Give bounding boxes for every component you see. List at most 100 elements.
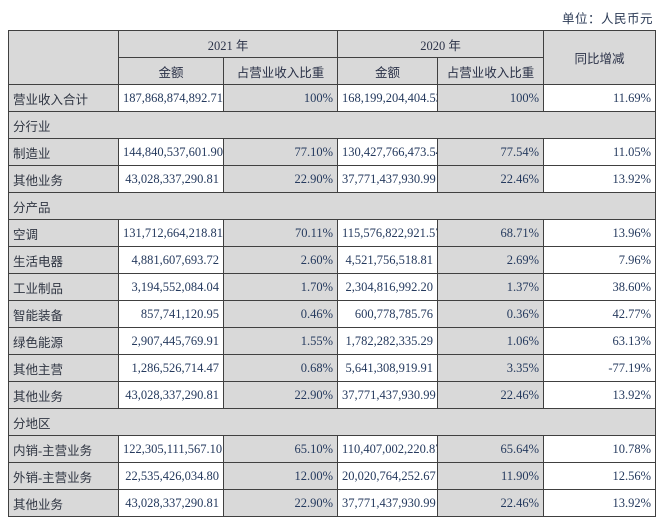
- ratio-2020: 2.69%: [437, 246, 545, 274]
- amount-2020: 20,020,764,252.67: [337, 462, 439, 490]
- amount-2021: 43,028,337,290.81: [118, 381, 224, 409]
- row-label: 外销-主营业务: [8, 462, 119, 490]
- amount-2021: 187,868,874,892.71: [118, 84, 224, 112]
- header-ratio-2020: 占营业收入比重: [437, 57, 545, 85]
- yoy-change: -77.19%: [543, 354, 657, 382]
- ratio-2020: 77.54%: [437, 138, 545, 166]
- section-row: 分地区: [7, 408, 657, 436]
- amount-2021: 144,840,537,601.90: [118, 138, 224, 166]
- amount-2020: 110,407,002,220.87: [337, 435, 439, 463]
- ratio-2021: 100%: [222, 84, 339, 112]
- amount-2021: 43,028,337,290.81: [118, 489, 224, 517]
- ratio-2020: 100%: [437, 84, 545, 112]
- amount-2021: 43,028,337,290.81: [118, 165, 224, 193]
- ratio-2020: 1.37%: [437, 273, 545, 301]
- table-row: 工业制品 3,194,552,084.04 1.70% 2,304,816,992.2…: [8, 273, 657, 301]
- ratio-2020: 22.46%: [437, 381, 545, 409]
- ratio-2021: 22.90%: [222, 381, 339, 409]
- table-row: 营业收入合计 187,868,874,892.71 100% 168,199,204,…: [8, 84, 657, 112]
- amount-2020: 5,641,308,919.91: [337, 354, 439, 382]
- amount-2020: 168,199,204,404.53: [337, 84, 439, 112]
- ratio-2021: 0.46%: [222, 300, 339, 328]
- row-label: 其他业务: [8, 381, 119, 409]
- amount-2020: 2,304,816,992.20: [337, 273, 439, 301]
- table-row: 内销-主营业务 122,305,111,567.10 65.10% 110,407,0…: [8, 435, 657, 463]
- revenue-breakdown-table: 2021 年 2020 年 同比增减 金额 占营业收入比重 金额 占营业收入比重…: [7, 30, 657, 517]
- table-body: 营业收入合计 187,868,874,892.71 100% 168,199,204,…: [7, 84, 657, 517]
- amount-2020: 130,427,766,473.54: [337, 138, 439, 166]
- header-year-2021: 2021 年: [117, 30, 339, 58]
- amount-2021: 122,305,111,567.10: [118, 435, 224, 463]
- table-row: 其他业务 43,028,337,290.81 22.90% 37,771,437,93…: [8, 489, 657, 517]
- ratio-2021: 22.90%: [222, 165, 339, 193]
- amount-2021: 2,907,445,769.91: [118, 327, 224, 355]
- ratio-2021: 65.10%: [222, 435, 339, 463]
- yoy-change: 38.60%: [543, 273, 657, 301]
- ratio-2020: 11.90%: [437, 462, 545, 490]
- header-blank-cell: [8, 30, 119, 85]
- amount-2021: 3,194,552,084.04: [118, 273, 224, 301]
- table-row: 智能装备 857,741,120.95 0.46% 600,778,785.76 0.3…: [8, 300, 657, 328]
- header-yoy-change: 同比增减: [543, 30, 657, 85]
- table-row: 制造业 144,840,537,601.90 77.10% 130,427,766,4…: [8, 138, 657, 166]
- section-row: 分行业: [7, 111, 657, 139]
- yoy-change: 13.92%: [543, 381, 657, 409]
- amount-2020: 37,771,437,930.99: [337, 381, 439, 409]
- row-label: 内销-主营业务: [8, 435, 119, 463]
- header-amount-2021: 金额: [118, 57, 224, 85]
- table-row: 绿色能源 2,907,445,769.91 1.55% 1,782,282,335.2…: [8, 327, 657, 355]
- table-row: 其他主营 1,286,526,714.47 0.68% 5,641,308,919.9…: [8, 354, 657, 382]
- header-ratio-2021: 占营业收入比重: [222, 57, 339, 85]
- amount-2021: 4,881,607,693.72: [118, 246, 224, 274]
- amount-2020: 1,782,282,335.29: [337, 327, 439, 355]
- table-row: 生活电器 4,881,607,693.72 2.60% 4,521,756,518.8…: [8, 246, 657, 274]
- amount-2020: 600,778,785.76: [337, 300, 439, 328]
- section-label: 分地区: [7, 408, 657, 436]
- table-header: 2021 年 2020 年 同比增减 金额 占营业收入比重 金额 占营业收入比重: [8, 30, 657, 85]
- ratio-2021: 12.00%: [222, 462, 339, 490]
- ratio-2021: 22.90%: [222, 489, 339, 517]
- ratio-2020: 68.71%: [437, 219, 545, 247]
- amount-2021: 1,286,526,714.47: [118, 354, 224, 382]
- amount-2020: 37,771,437,930.99: [337, 489, 439, 517]
- table-row: 其他业务 43,028,337,290.81 22.90% 37,771,437,93…: [8, 165, 657, 193]
- yoy-change: 42.77%: [543, 300, 657, 328]
- table-row: 其他业务 43,028,337,290.81 22.90% 37,771,437,93…: [8, 381, 657, 409]
- yoy-change: 63.13%: [543, 327, 657, 355]
- row-label: 智能装备: [8, 300, 119, 328]
- row-label: 绿色能源: [8, 327, 119, 355]
- amount-2020: 4,521,756,518.81: [337, 246, 439, 274]
- section-label: 分产品: [7, 192, 657, 220]
- currency-unit-label: 单位：人民币元: [561, 12, 653, 26]
- ratio-2021: 2.60%: [222, 246, 339, 274]
- ratio-2020: 3.35%: [437, 354, 545, 382]
- yoy-change: 12.56%: [543, 462, 657, 490]
- section-row: 分产品: [7, 192, 657, 220]
- header-amount-2020: 金额: [337, 57, 439, 85]
- ratio-2020: 22.46%: [437, 165, 545, 193]
- row-label: 其他主营: [8, 354, 119, 382]
- row-label: 营业收入合计: [8, 84, 119, 112]
- yoy-change: 11.69%: [543, 84, 657, 112]
- row-label: 其他业务: [8, 489, 119, 517]
- header-year-2020: 2020 年: [337, 30, 545, 58]
- section-label: 分行业: [7, 111, 657, 139]
- yoy-change: 10.78%: [543, 435, 657, 463]
- yoy-change: 13.96%: [543, 219, 657, 247]
- row-label: 制造业: [8, 138, 119, 166]
- table-row: 空调 131,712,664,218.81 70.11% 115,576,822,92…: [8, 219, 657, 247]
- row-label: 空调: [8, 219, 119, 247]
- ratio-2021: 70.11%: [222, 219, 339, 247]
- ratio-2021: 1.55%: [222, 327, 339, 355]
- yoy-change: 7.96%: [543, 246, 657, 274]
- yoy-change: 11.05%: [543, 138, 657, 166]
- row-label: 其他业务: [8, 165, 119, 193]
- ratio-2021: 0.68%: [222, 354, 339, 382]
- table-row: 外销-主营业务 22,535,426,034.80 12.00% 20,020,764…: [8, 462, 657, 490]
- amount-2021: 22,535,426,034.80: [118, 462, 224, 490]
- ratio-2020: 22.46%: [437, 489, 545, 517]
- yoy-change: 13.92%: [543, 489, 657, 517]
- amount-2021: 131,712,664,218.81: [118, 219, 224, 247]
- ratio-2021: 77.10%: [222, 138, 339, 166]
- yoy-change: 13.92%: [543, 165, 657, 193]
